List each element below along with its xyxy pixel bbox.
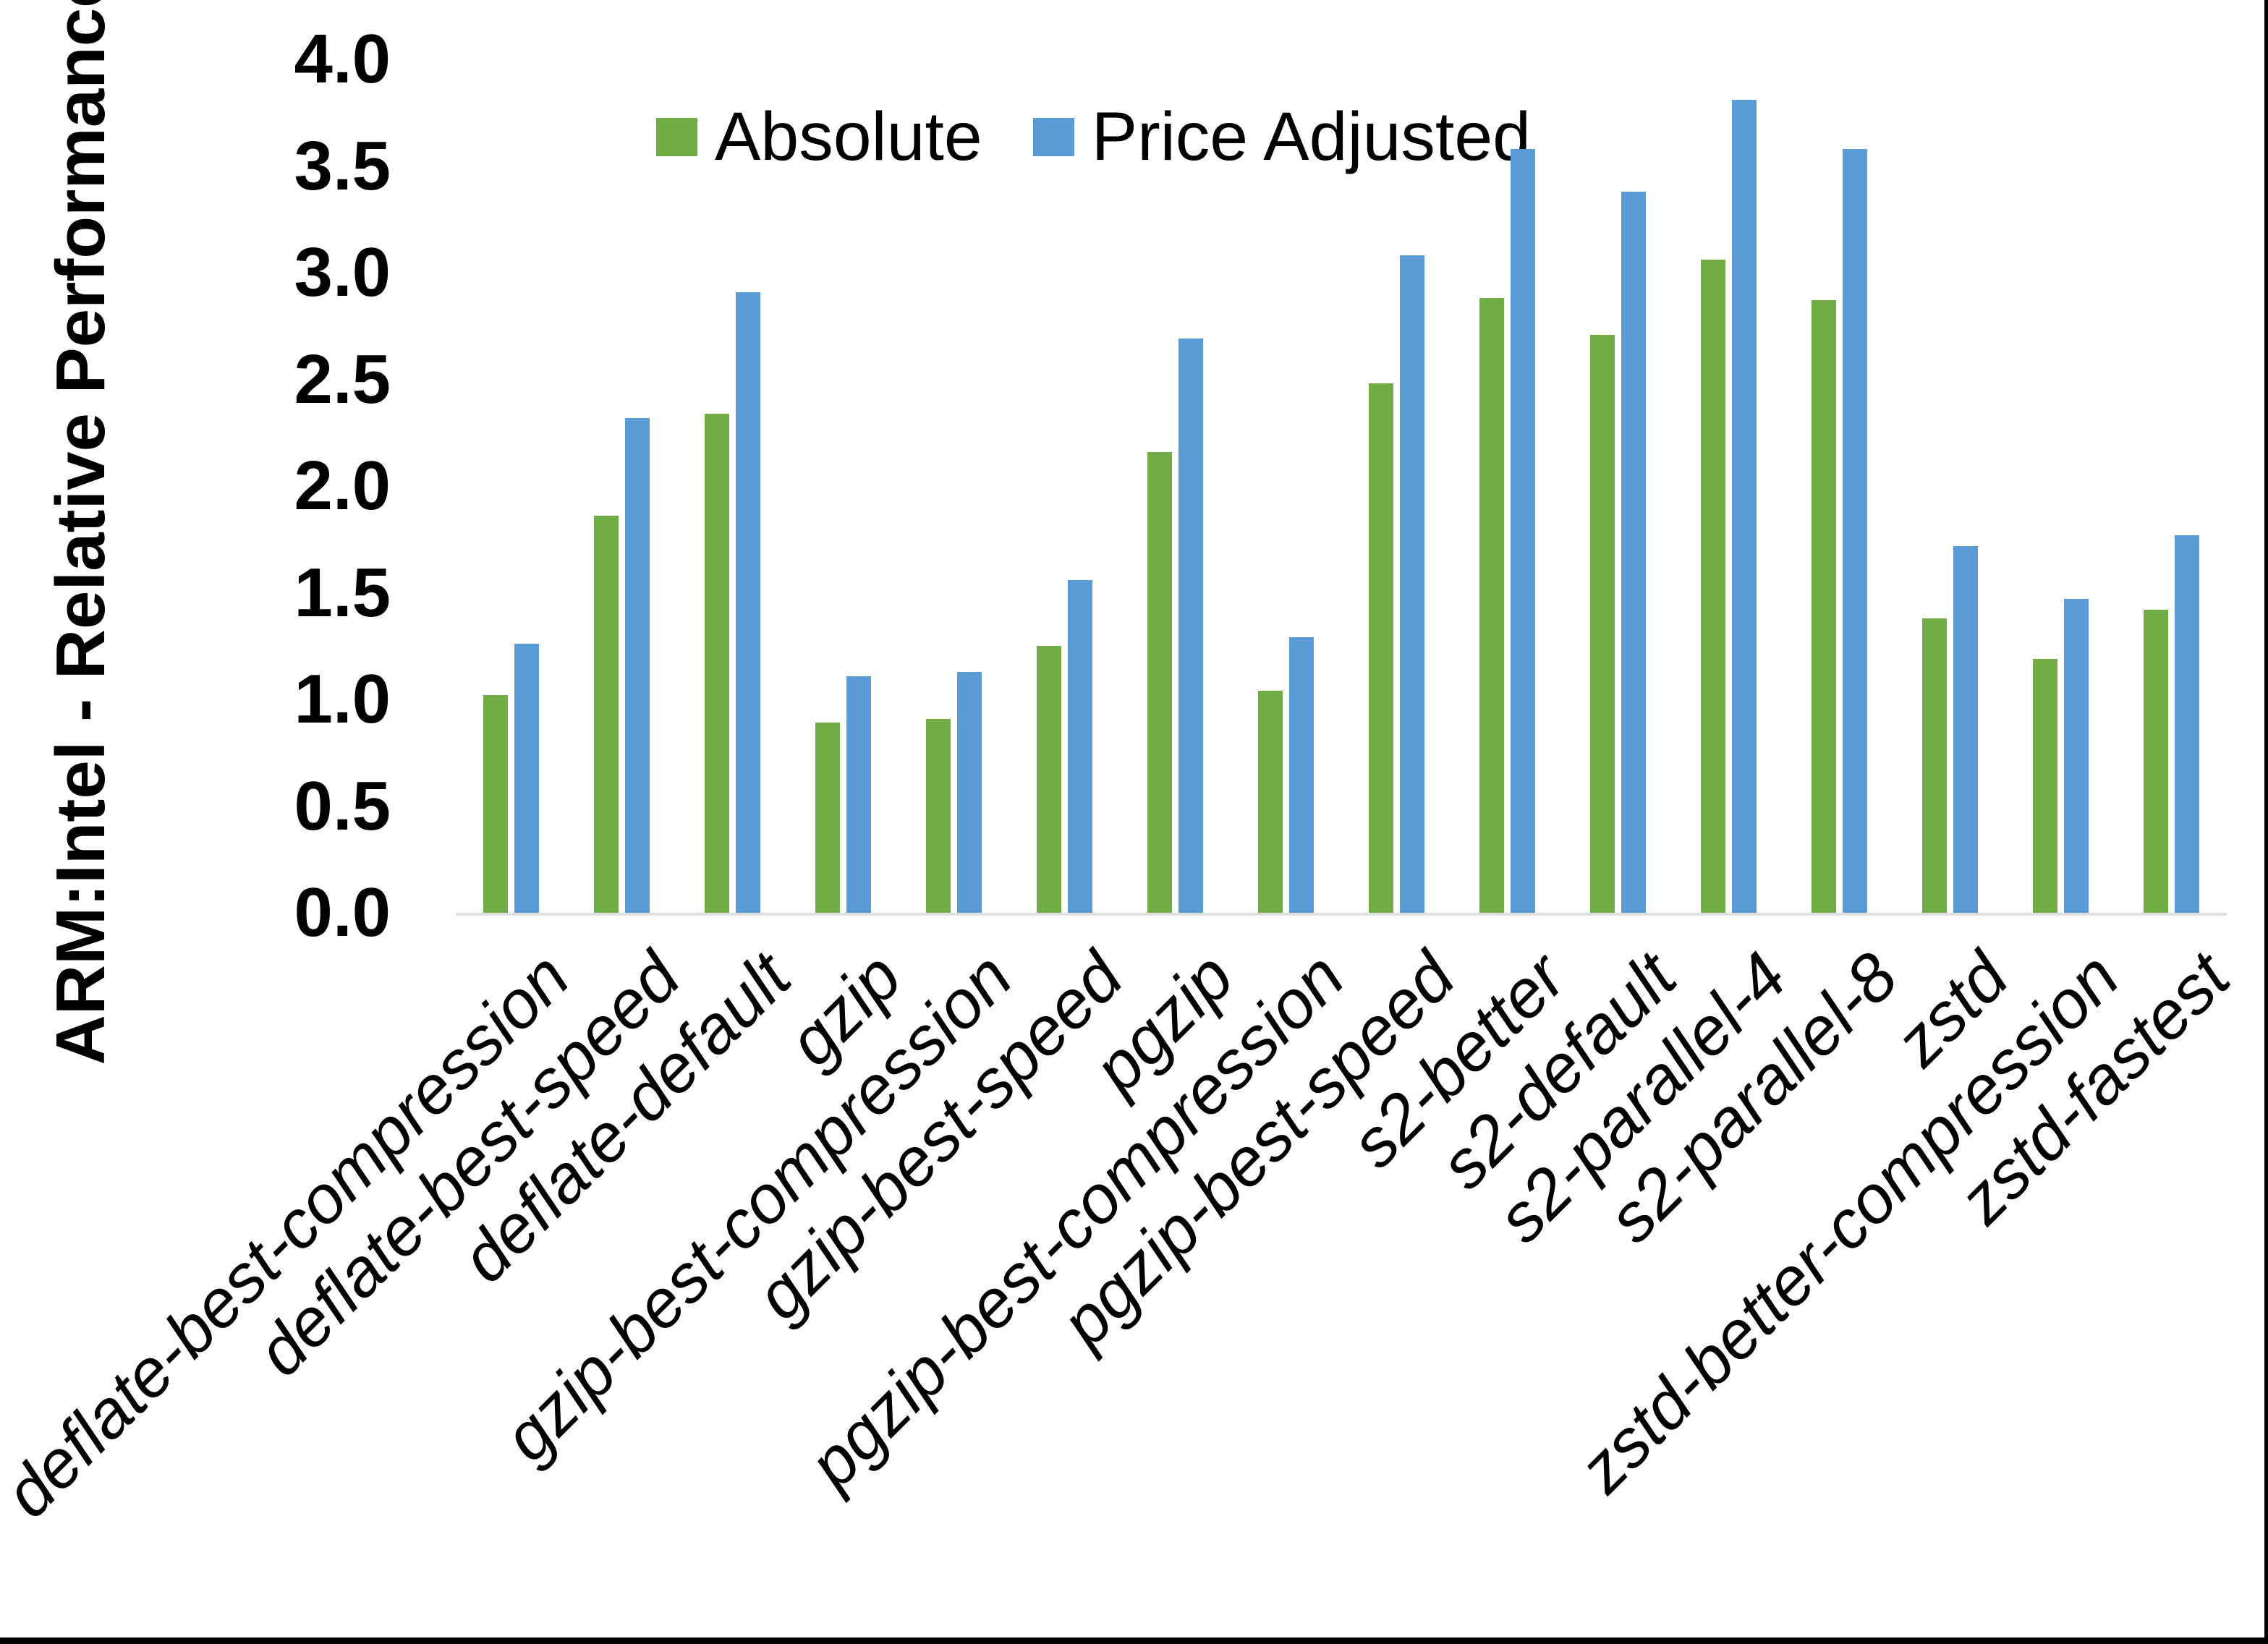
bar-absolute: [483, 695, 508, 913]
y-tick-label: 3.0: [294, 234, 391, 311]
x-axis-line: [456, 913, 2227, 916]
bar-absolute: [1701, 260, 1725, 913]
bar-price_adjusted: [736, 291, 760, 913]
legend-item: Price Adjusted: [1032, 98, 1531, 176]
bar-absolute: [594, 516, 619, 913]
bar-price_adjusted: [1511, 148, 1535, 913]
bar-price_adjusted: [1732, 100, 1757, 913]
bar-absolute: [1479, 298, 1504, 913]
bar-absolute: [1369, 383, 1393, 913]
legend-swatch-absolute: [656, 118, 697, 156]
bar-absolute: [1812, 300, 1836, 913]
y-tick-label: 0.0: [294, 874, 391, 951]
bar-group: [899, 59, 1009, 913]
bar-price_adjusted: [1400, 255, 1424, 913]
y-tick-label: 0.5: [294, 767, 391, 845]
bar-absolute: [1037, 646, 1061, 913]
bar-price_adjusted: [846, 676, 871, 913]
bar-absolute: [1258, 691, 1283, 913]
legend-item: Absolute: [656, 98, 982, 176]
y-tick-label: 3.5: [294, 127, 391, 205]
bar-group: [1231, 59, 1341, 913]
bar-group: [2005, 59, 2116, 913]
bar-price_adjusted: [1621, 191, 1646, 913]
bar-price_adjusted: [957, 671, 982, 913]
bar-group: [788, 59, 899, 913]
bar-price_adjusted: [625, 417, 650, 913]
bar-absolute: [2144, 610, 2168, 913]
bar-price_adjusted: [2175, 534, 2199, 913]
y-tick-label: 1.5: [294, 553, 391, 631]
bar-price_adjusted: [1068, 579, 1092, 913]
y-axis-title: ARM:Intel - Relative Performance: [42, 0, 119, 1065]
legend-label: Absolute: [715, 98, 982, 175]
bar-absolute: [1922, 618, 1947, 913]
bar-absolute: [926, 718, 951, 913]
bar-price_adjusted: [1843, 148, 1867, 913]
y-tick-label: 2.5: [294, 340, 391, 418]
y-tick-label: 2.0: [294, 447, 391, 524]
chart-legend: Absolute Price Adjusted: [656, 98, 1531, 176]
bar-absolute: [1590, 334, 1615, 913]
bar-group: [2116, 59, 2227, 913]
bar-group: [1452, 59, 1563, 913]
bar-absolute: [1147, 451, 1172, 913]
bar-group: [1784, 59, 1895, 913]
bar-group: [1009, 59, 1120, 913]
bar-group: [1120, 59, 1231, 913]
plot-area: [456, 59, 2227, 916]
y-tick-label: 1.0: [294, 660, 391, 738]
bar-group: [1673, 59, 1784, 913]
bar-price_adjusted: [2064, 599, 2089, 913]
y-tick-label: 4.0: [294, 20, 391, 98]
bar-group: [1563, 59, 1673, 913]
bar-group: [1895, 59, 2005, 913]
bar-price_adjusted: [514, 644, 539, 913]
bar-price_adjusted: [1289, 637, 1314, 913]
bar-price_adjusted: [1178, 338, 1203, 913]
bar-absolute: [815, 723, 840, 913]
legend-swatch-price_adjusted: [1032, 118, 1074, 156]
bar-absolute: [705, 413, 729, 913]
bar-group: [456, 59, 566, 913]
legend-label: Price Adjusted: [1091, 98, 1531, 175]
bar-group: [1341, 59, 1452, 913]
bar-group: [566, 59, 677, 913]
bar-absolute: [2033, 658, 2057, 913]
bar-group: [677, 59, 788, 913]
bar-price_adjusted: [1953, 545, 1978, 913]
